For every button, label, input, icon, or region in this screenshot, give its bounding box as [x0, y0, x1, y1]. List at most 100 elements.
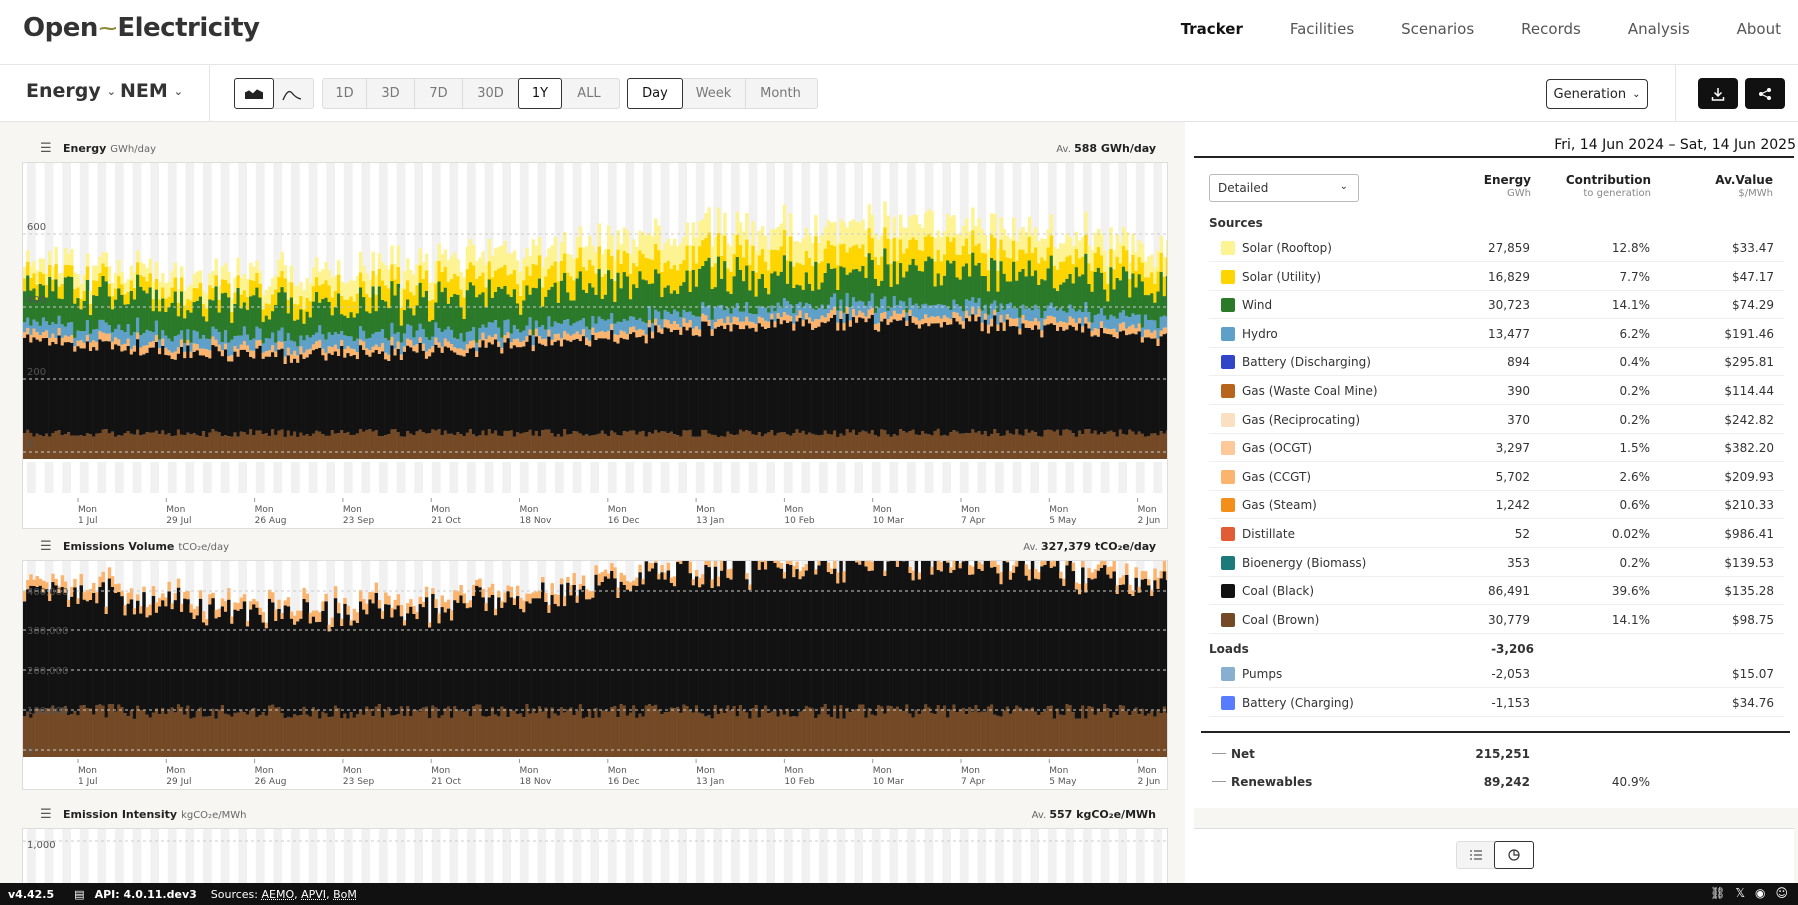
- region-select[interactable]: NEM ⌄: [120, 80, 183, 102]
- source-energy: 30,779: [1488, 612, 1530, 627]
- source-aemo[interactable]: AEMO: [261, 887, 295, 901]
- source-row[interactable]: Distillate 52 0.02% $986.41: [1209, 520, 1784, 548]
- github-icon[interactable]: ◉: [1755, 886, 1766, 900]
- x-tick-date: 18 Nov: [520, 777, 553, 787]
- nav-analysis[interactable]: Analysis: [1627, 20, 1690, 38]
- nav-records[interactable]: Records: [1521, 20, 1581, 38]
- weekend-band: [625, 829, 635, 897]
- list-icon: [1470, 850, 1482, 860]
- energy-chart[interactable]: 600 400 200 0 Mon 1 Jul Mon 29 Jul Mon 26 Aug Mon 2…: [22, 162, 1168, 529]
- pie-view-button[interactable]: [1494, 841, 1534, 869]
- y-tick-label: 0: [27, 746, 33, 757]
- weekend-band: [1012, 829, 1022, 897]
- summary-table: Fri, 14 Jun 2024 – Sat, 14 Jun 2025 Deta…: [1194, 122, 1798, 808]
- link-icon[interactable]: ⛓: [1710, 886, 1726, 900]
- y-tick-label: 400: [27, 295, 46, 306]
- interval-month-button[interactable]: Month: [760, 86, 801, 101]
- weekend-band: [291, 829, 300, 897]
- area-chart-button[interactable]: [234, 78, 274, 109]
- col-energy-header: Energy GWh: [1483, 173, 1531, 199]
- weekend-band: [660, 829, 670, 897]
- hamburger-icon[interactable]: ☰: [40, 539, 52, 554]
- hamburger-icon[interactable]: ☰: [40, 807, 52, 822]
- metric-select[interactable]: Energy ⌄: [26, 80, 116, 102]
- source-contribution: 39.6%: [1611, 584, 1650, 599]
- weekend-band: [361, 829, 371, 897]
- range-1d-button[interactable]: 1D: [323, 79, 367, 108]
- line-chart-button[interactable]: [273, 79, 311, 108]
- source-row[interactable]: Solar (Utility) 16,829 7.7% $47.17: [1209, 263, 1784, 291]
- source-row[interactable]: Gas (Reciprocating) 370 0.2% $242.82: [1209, 406, 1784, 434]
- weekend-band: [1153, 829, 1163, 897]
- x-tick-date: 2 Jun: [1138, 516, 1161, 526]
- share-button[interactable]: [1745, 78, 1785, 109]
- view-select[interactable]: Generation ⌄: [1546, 79, 1648, 109]
- source-bom[interactable]: BoM: [333, 887, 357, 901]
- weekend-band: [167, 829, 177, 897]
- weekend-band: [308, 829, 318, 897]
- source-row[interactable]: Wind 30,723 14.1% $74.29: [1209, 291, 1784, 320]
- source-row[interactable]: Bioenergy (Biomass) 353 0.2% $139.53: [1209, 549, 1784, 577]
- source-name: Gas (OCGT): [1242, 441, 1313, 456]
- nav-facilities[interactable]: Facilities: [1289, 20, 1355, 38]
- source-row[interactable]: Coal (Black) 86,491 39.6% $135.28: [1209, 577, 1784, 606]
- nav-tracker[interactable]: Tracker: [1180, 20, 1243, 38]
- source-energy: 390: [1507, 384, 1530, 398]
- discord-icon[interactable]: ☺: [1775, 886, 1788, 900]
- nav-about[interactable]: About: [1736, 20, 1781, 38]
- weekend-band: [238, 829, 247, 897]
- interval-day-button[interactable]: Day: [627, 78, 683, 109]
- color-swatch: [1221, 498, 1235, 513]
- download-button[interactable]: [1698, 78, 1738, 109]
- x-tick-date: 21 Oct: [431, 777, 461, 787]
- x-tick-date: 26 Aug: [255, 516, 287, 526]
- weekend-band: [995, 829, 1004, 897]
- load-value: $15.07: [1732, 667, 1774, 681]
- x-tick-date: 29 Jul: [166, 777, 191, 787]
- load-row[interactable]: Pumps -2,053 $15.07: [1209, 660, 1784, 688]
- range-all-button[interactable]: ALL: [577, 86, 601, 101]
- source-name: Coal (Brown): [1242, 612, 1320, 627]
- emissions-stack: [23, 561, 1167, 757]
- logo-spark-icon: ⁓: [98, 17, 117, 39]
- x-tick-day: Mon: [343, 505, 362, 515]
- logo[interactable]: Open ⁓ Electricity: [23, 13, 260, 43]
- source-row[interactable]: Hydro 13,477 6.2% $191.46: [1209, 320, 1784, 348]
- status-footer: v4.42.5 ▤ API: 4.0.11.dev3 Sources: AEMO…: [0, 883, 1798, 905]
- y-tick-label: 0: [27, 440, 33, 451]
- hamburger-icon[interactable]: ☰: [40, 141, 52, 156]
- source-row[interactable]: Coal (Brown) 30,779 14.1% $98.75: [1209, 606, 1784, 634]
- weekend-band: [695, 829, 705, 897]
- table-view-select[interactable]: Detailed ⌄: [1209, 174, 1359, 202]
- nav-scenarios[interactable]: Scenarios: [1401, 20, 1475, 38]
- range-3d-button[interactable]: 3D: [367, 79, 415, 108]
- source-row[interactable]: Gas (OCGT) 3,297 1.5% $382.20: [1209, 434, 1784, 463]
- source-row[interactable]: Gas (Waste Coal Mine) 390 0.2% $114.44: [1209, 377, 1784, 405]
- source-row[interactable]: Battery (Discharging) 894 0.4% $295.81: [1209, 348, 1784, 377]
- weekend-band: [502, 829, 511, 897]
- x-tick-date: 5 May: [1049, 777, 1077, 787]
- weekend-band: [731, 829, 740, 897]
- source-name: Solar (Rooftop): [1242, 241, 1332, 255]
- source-row[interactable]: Gas (CCGT) 5,702 2.6% $209.93: [1209, 463, 1784, 491]
- source-apvi[interactable]: APVI: [301, 887, 327, 901]
- x-tick-date: 16 Dec: [608, 777, 640, 787]
- panel-footer: [1194, 808, 1798, 883]
- load-row[interactable]: Battery (Charging) -1,153 $34.76: [1209, 689, 1784, 717]
- source-value: $209.93: [1724, 469, 1774, 484]
- date-range: Fri, 14 Jun 2024 – Sat, 14 Jun 2025: [1554, 137, 1796, 153]
- clipboard-icon[interactable]: ▤: [74, 887, 85, 901]
- source-energy: 3,297: [1495, 441, 1530, 456]
- source-row[interactable]: Gas (Steam) 1,242 0.6% $210.33: [1209, 491, 1784, 520]
- interval-week-button[interactable]: Week: [682, 79, 746, 108]
- source-row[interactable]: Solar (Rooftop) 27,859 12.8% $33.47: [1209, 234, 1784, 262]
- range-7d-button[interactable]: 7D: [415, 79, 463, 108]
- source-energy: 13,477: [1488, 326, 1530, 341]
- emissions-chart[interactable]: 400,000 300,000 200,000 100,000 0 Mon 1 Jul Mon…: [22, 560, 1168, 790]
- list-view-button[interactable]: [1457, 842, 1495, 868]
- twitter-icon[interactable]: 𝕏: [1735, 886, 1745, 900]
- logo-text-open: Open: [23, 13, 98, 43]
- range-30d-button[interactable]: 30D: [463, 79, 519, 108]
- x-tick-day: Mon: [696, 505, 715, 515]
- range-1y-button[interactable]: 1Y: [518, 78, 562, 109]
